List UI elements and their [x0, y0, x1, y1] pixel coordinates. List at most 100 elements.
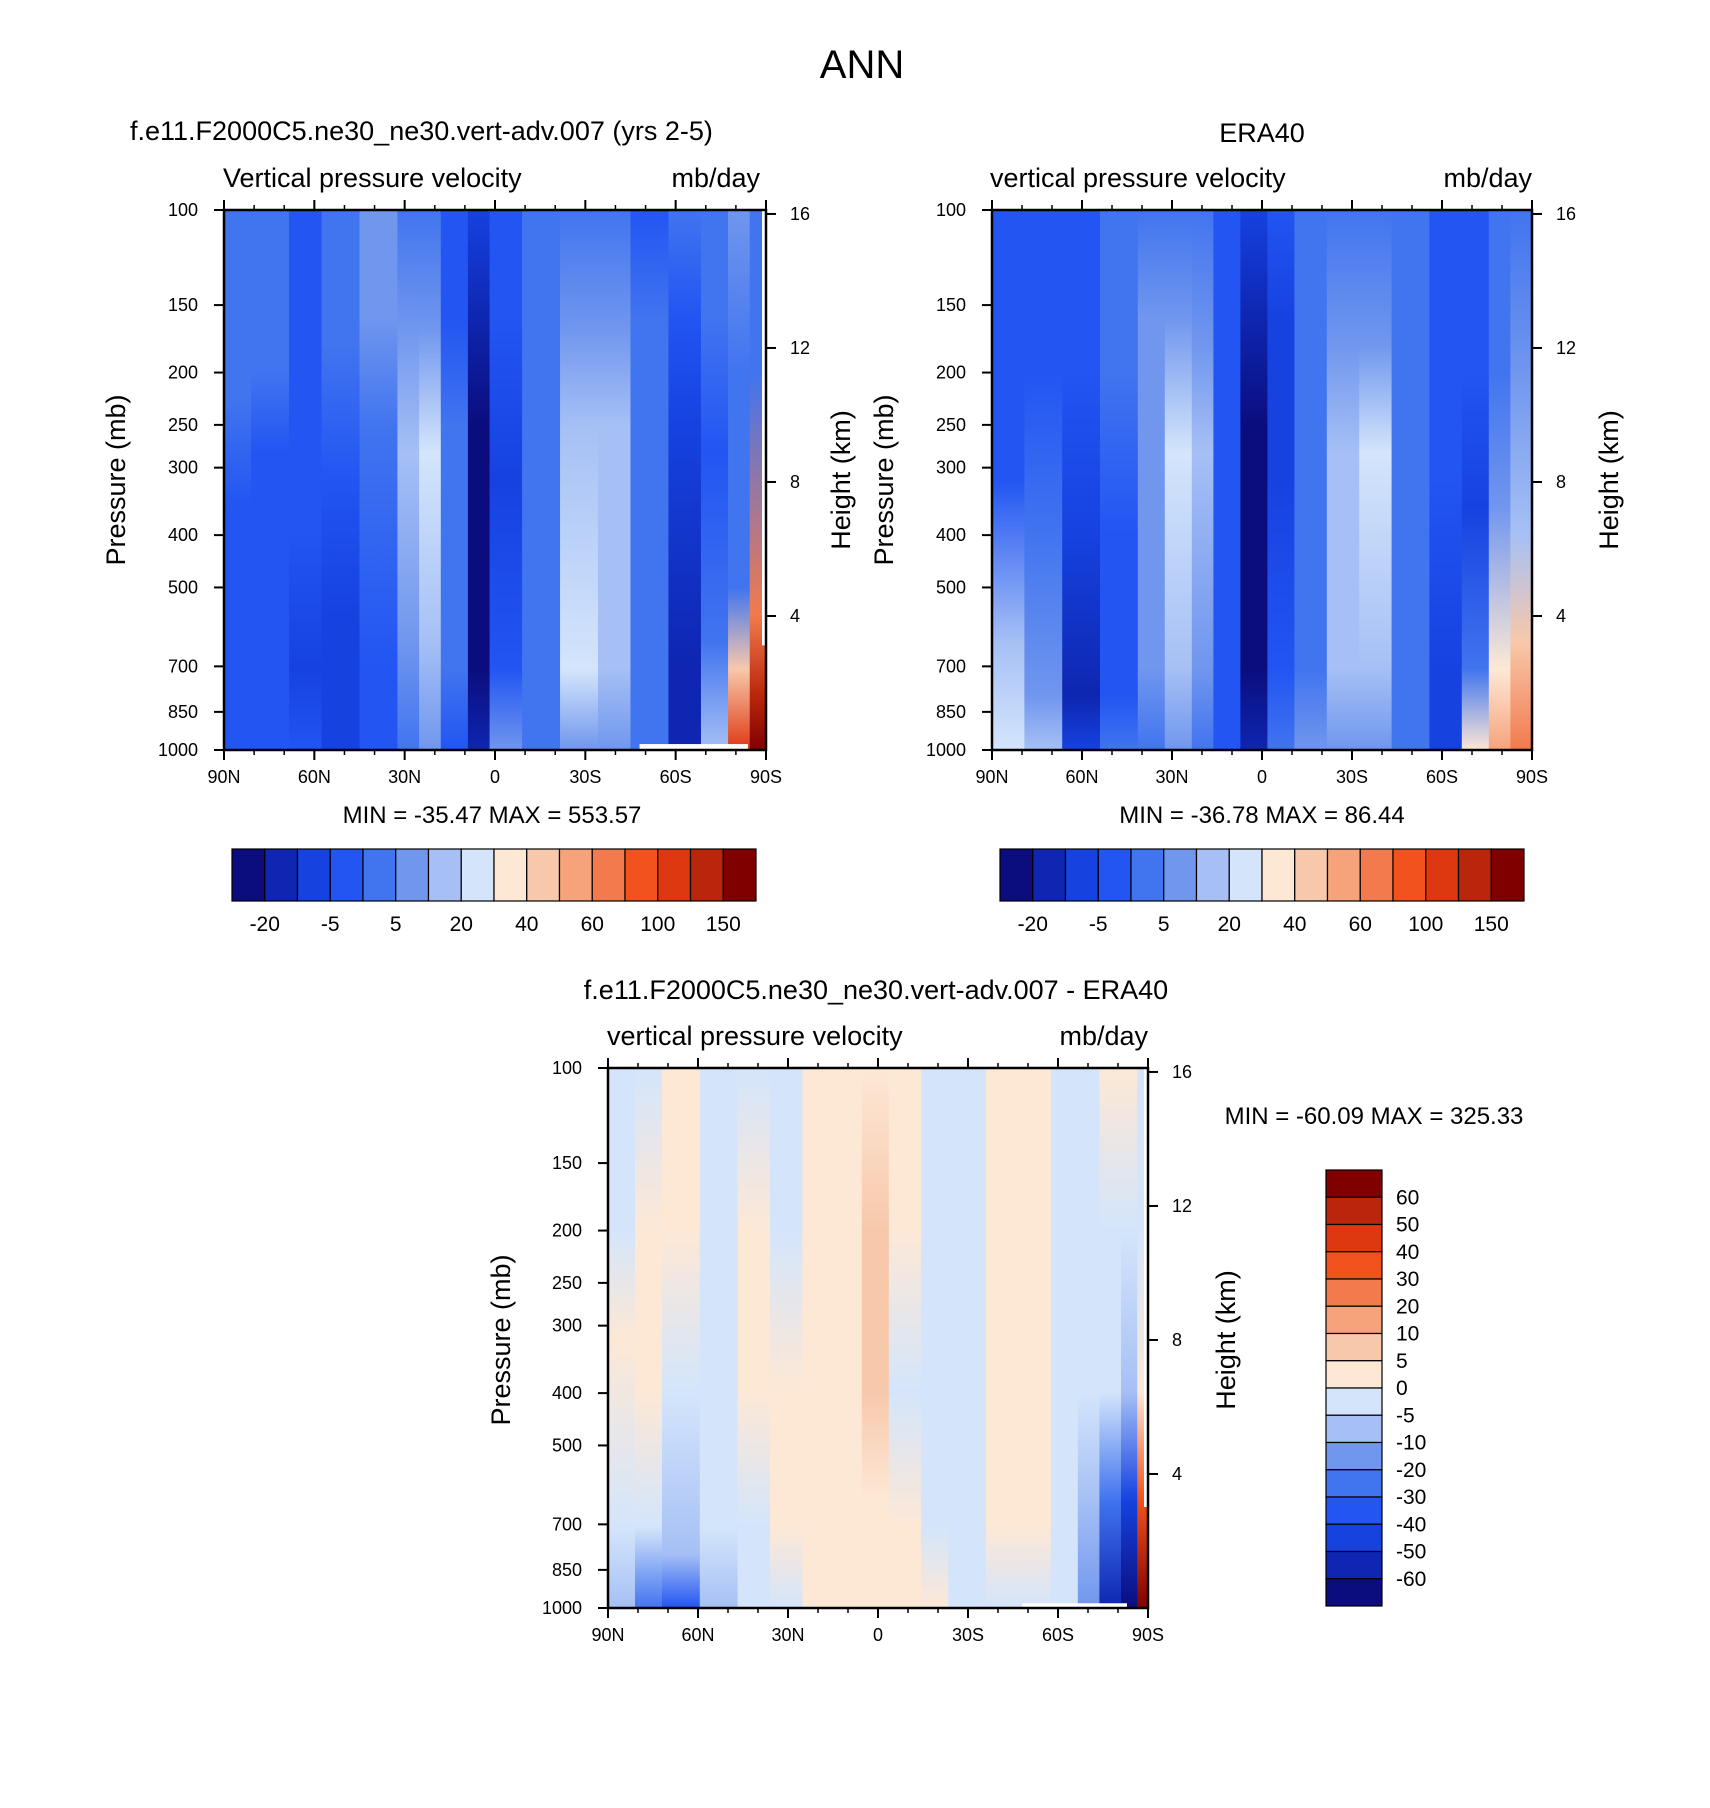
colorbar-label: -30: [1396, 1486, 1426, 1509]
field-column: [1018, 1068, 1052, 1608]
y-tick-label: 300: [168, 458, 198, 478]
field-column: [1062, 210, 1101, 750]
y-tick-label: 250: [552, 1273, 582, 1293]
x-tick-label: 90N: [207, 767, 240, 787]
panel-obs-left-string: vertical pressure velocity: [990, 163, 1286, 193]
y-tick-label: 100: [936, 200, 966, 220]
colorbar-label: 40: [1396, 1241, 1419, 1264]
y-tick-label: 1000: [158, 740, 198, 760]
colorbar-label: 60: [581, 913, 604, 936]
colorbar-box: [1392, 848, 1427, 902]
x-tick-label: 0: [1257, 767, 1267, 787]
colorbar-label: -5: [321, 913, 340, 936]
height-tick-label: 16: [1172, 1062, 1192, 1082]
colorbar-box: [231, 848, 266, 902]
y-tick-label: 400: [168, 525, 198, 545]
panel-diff-ylabel-right: Height (km): [1211, 1270, 1241, 1410]
colorbar-box: [1325, 1496, 1383, 1525]
field-column: [597, 210, 632, 750]
panel-diff-minmax: MIN = -60.09 MAX = 325.33: [1225, 1103, 1524, 1130]
y-tick-label: 400: [936, 525, 966, 545]
colorbar-box: [1325, 1196, 1383, 1226]
field-column: [834, 1068, 863, 1608]
field-column: [397, 210, 420, 750]
x-tick-label: 90N: [975, 767, 1008, 787]
colorbar-box: [1325, 1414, 1383, 1444]
field-column: [1024, 210, 1063, 750]
field-column: [770, 1068, 803, 1608]
y-tick-label: 400: [552, 1383, 582, 1403]
y-tick-label: 150: [552, 1153, 582, 1173]
colorbar-label: 20: [450, 913, 473, 936]
field-column: [635, 1068, 663, 1608]
field-column: [419, 210, 442, 750]
panel-model-left-string: Vertical pressure velocity: [223, 163, 522, 193]
y-tick-label: 850: [168, 702, 198, 722]
colorbar-box: [1359, 848, 1394, 902]
field-column: [1488, 210, 1511, 750]
height-tick-label: 8: [1172, 1330, 1182, 1350]
field-column: [1326, 210, 1360, 750]
height-tick-label: 16: [790, 204, 810, 224]
x-tick-label: 30N: [771, 1625, 804, 1645]
colorbar-box: [1325, 1550, 1383, 1580]
x-tick-label: 90S: [1132, 1625, 1164, 1645]
field-column: [737, 1068, 771, 1608]
y-tick-label: 200: [168, 363, 198, 383]
colorbar-box: [722, 848, 757, 902]
colorbar-label: 50: [1396, 1214, 1419, 1237]
field-column: [668, 210, 702, 750]
height-tick-label: 12: [790, 338, 810, 358]
y-tick-label: 500: [168, 577, 198, 597]
field-column: [921, 1068, 949, 1608]
colorbar-box: [624, 848, 659, 902]
colorbar-box: [1294, 848, 1329, 902]
panel-obs-units: mb/day: [1443, 163, 1532, 193]
y-tick-label: 300: [552, 1316, 582, 1336]
colorbar-label: 40: [1283, 913, 1306, 936]
panel-model-minmax: MIN = -35.47 MAX = 553.57: [343, 802, 642, 829]
y-tick-label: 150: [936, 295, 966, 315]
colorbar-box: [1325, 1523, 1383, 1553]
colorbar-box: [999, 848, 1034, 902]
field-column: [1213, 210, 1241, 750]
colorbar-label: 10: [1396, 1323, 1419, 1346]
colorbar-box: [657, 848, 692, 902]
colorbar-box: [427, 848, 462, 902]
height-tick-label: 8: [1556, 472, 1566, 492]
colorbar-label: 100: [1408, 913, 1443, 936]
field-column: [1137, 1068, 1149, 1608]
field-column: [1294, 210, 1328, 750]
field-column: [728, 210, 751, 750]
x-tick-label: 90S: [1516, 767, 1548, 787]
y-tick-label: 500: [552, 1435, 582, 1455]
panel-model-ylabel-right: Height (km): [826, 410, 856, 550]
x-tick-label: 90N: [591, 1625, 624, 1645]
field-column: [1240, 210, 1268, 750]
field-column: [1100, 210, 1139, 750]
x-tick-label: 30N: [1155, 767, 1188, 787]
colorbar-box: [329, 848, 364, 902]
colorbar-box: [1325, 1278, 1383, 1307]
colorbar-box: [689, 848, 724, 902]
field-column: [630, 210, 670, 750]
field-column: [1137, 210, 1166, 750]
field-column: [289, 210, 323, 750]
x-tick-label: 60S: [1426, 767, 1458, 787]
field-column: [986, 1068, 1019, 1608]
panel-obs-minmax: MIN = -36.78 MAX = 86.44: [1119, 802, 1404, 829]
y-tick-label: 700: [168, 656, 198, 676]
y-tick-label: 700: [936, 656, 966, 676]
colorbar-box: [1326, 848, 1361, 902]
colorbar-box: [1325, 1360, 1383, 1389]
x-tick-label: 30N: [388, 767, 421, 787]
colorbar-label: -5: [1089, 913, 1108, 936]
figure-title: ANN: [820, 43, 904, 87]
colorbar-label: 5: [1396, 1350, 1408, 1373]
colorbar-box: [1261, 848, 1296, 902]
panel-model-title: f.e11.F2000C5.ne30_ne30.vert-adv.007 (yr…: [130, 116, 713, 146]
colorbar-box: [1490, 848, 1525, 902]
field-column: [251, 210, 290, 750]
